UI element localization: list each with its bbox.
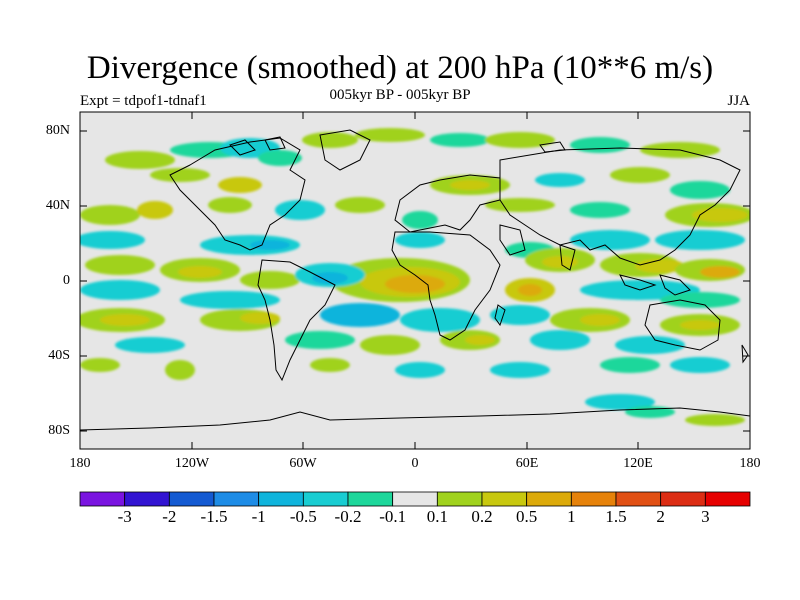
colorbar-swatch: [347, 491, 394, 507]
colorbar-swatch: [302, 491, 349, 507]
colorbar-label: 2: [656, 507, 665, 526]
colorbar-label: 1.5: [605, 507, 627, 526]
colorbar-label: -2: [162, 507, 177, 526]
colorbar-label: -3: [117, 507, 132, 526]
colorbar-swatch: [526, 491, 572, 507]
colorbar-label: -0.2: [334, 507, 362, 526]
lon-label-120w: 120W: [174, 456, 210, 471]
lon-label-60e: 60E: [515, 456, 539, 471]
colorbar-swatch: [258, 491, 304, 507]
lon-label-180w: 180: [69, 456, 91, 471]
colorbar-swatch: [124, 491, 170, 507]
colorbar-swatch: [660, 491, 706, 507]
colorbar-label: 0.1: [426, 507, 448, 526]
coastlines: [80, 129, 750, 431]
lat-label-80n: 80N: [45, 123, 70, 138]
colorbar-label: 0.2: [471, 507, 493, 526]
lat-label-80s: 80S: [48, 423, 70, 438]
lon-label-120e: 120E: [623, 456, 653, 471]
lon-ticks: [191, 112, 639, 449]
lon-label-180e: 180: [739, 456, 761, 471]
lon-label-60w: 60W: [289, 456, 317, 471]
colorbar-label: 3: [701, 507, 710, 526]
colorbar-swatch: [570, 491, 617, 507]
colorbar-label: -0.1: [379, 507, 407, 526]
lat-label-40n: 40N: [45, 198, 70, 213]
colorbar-swatch: [168, 491, 215, 507]
colorbar-label: -0.5: [289, 507, 317, 526]
colorbar-label: -1.5: [200, 507, 228, 526]
colorbar-swatch: [436, 491, 483, 507]
colorbar-label: 1: [567, 507, 576, 526]
colorbar-swatch: [79, 491, 126, 507]
experiment-label: Expt = tdpof1-tdnaf1: [80, 93, 207, 109]
map-title: Divergence (smoothed) at 200 hPa (10**6 …: [86, 50, 714, 86]
colorbar-label: -1: [251, 507, 266, 526]
season-label: JJA: [727, 93, 750, 109]
colorbar-swatch: [704, 491, 751, 507]
lat-label-40s: 40S: [48, 348, 70, 363]
colorbar-swatch: [615, 491, 662, 507]
colorbar-label: 0.5: [516, 507, 538, 526]
colorbar: [79, 491, 751, 507]
map-subtitle: 005kyr BP - 005kyr BP: [329, 87, 471, 103]
lon-label-0: 0: [411, 456, 419, 471]
colorbar-swatch: [213, 491, 260, 507]
colorbar-swatch: [392, 491, 438, 507]
lat-ticks: [80, 130, 750, 432]
lat-label-0: 0: [63, 273, 70, 288]
colorbar-swatch: [481, 491, 528, 507]
